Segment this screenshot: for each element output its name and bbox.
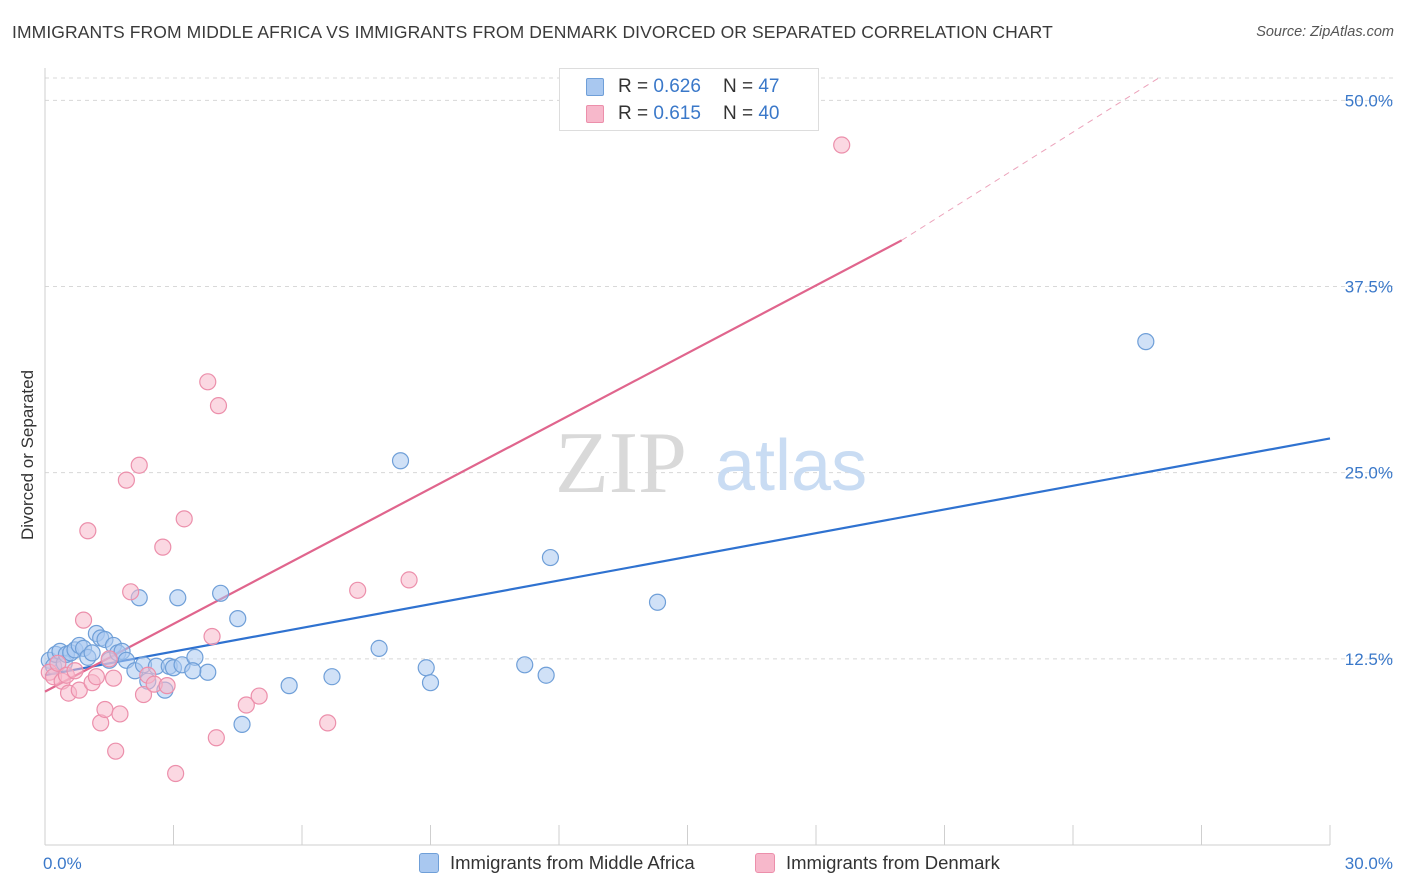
legend-item-middle-africa[interactable]: Immigrants from Middle Africa xyxy=(419,852,695,874)
trend-line-denmark xyxy=(44,239,903,693)
axes xyxy=(44,68,1331,846)
point-denmark xyxy=(100,650,118,668)
legend-item-denmark[interactable]: Immigrants from Denmark xyxy=(755,852,1000,874)
point-denmark xyxy=(70,681,88,699)
stats-legend: R = 0.626 N = 47 R = 0.615 N = 40 xyxy=(559,68,819,131)
point-denmark xyxy=(207,729,225,747)
trend-line-middle-africa xyxy=(44,437,1331,677)
point-denmark xyxy=(400,571,418,589)
watermark-zip: ZIP xyxy=(555,415,687,512)
legend-r-value: 0.615 xyxy=(653,103,701,124)
point-middle-africa xyxy=(184,662,202,680)
point-middle-africa xyxy=(516,656,534,674)
point-denmark xyxy=(349,581,367,599)
point-denmark xyxy=(122,583,140,601)
point-denmark xyxy=(104,669,123,687)
point-denmark xyxy=(154,538,172,556)
legend-swatch-blue xyxy=(586,78,604,96)
legend-n-label: N = xyxy=(722,103,754,124)
legend-row-middle-africa: R = 0.626 N = 47 xyxy=(586,76,779,98)
legend-n-value: 40 xyxy=(758,103,780,124)
point-middle-africa xyxy=(199,663,217,681)
trend-line-denmark xyxy=(901,77,1159,241)
point-middle-africa xyxy=(233,715,251,733)
point-middle-africa xyxy=(280,677,298,695)
point-denmark xyxy=(117,471,135,489)
legend-n-label: N = xyxy=(722,76,754,97)
point-denmark xyxy=(96,700,114,719)
legend-swatch-blue xyxy=(419,853,439,873)
legend-n-value: 47 xyxy=(758,76,780,97)
point-denmark xyxy=(199,373,217,391)
point-middle-africa xyxy=(212,584,230,602)
point-denmark xyxy=(74,611,93,629)
point-denmark xyxy=(134,685,153,704)
legend-label-denmark: Immigrants from Denmark xyxy=(786,852,1000,873)
point-middle-africa xyxy=(1137,333,1155,351)
y-tick-label: 37.5% xyxy=(1345,278,1393,297)
point-middle-africa xyxy=(169,589,187,607)
point-denmark xyxy=(209,397,228,415)
y-tick-label: 12.5% xyxy=(1345,650,1393,669)
point-denmark xyxy=(107,742,125,760)
point-denmark xyxy=(130,456,148,474)
point-denmark xyxy=(111,705,129,723)
point-denmark xyxy=(66,662,84,680)
point-denmark xyxy=(319,714,337,732)
point-middle-africa xyxy=(537,666,555,684)
point-middle-africa xyxy=(83,644,101,662)
point-denmark xyxy=(87,668,106,686)
legend-swatch-pink xyxy=(755,853,775,873)
point-denmark xyxy=(158,677,176,695)
point-denmark xyxy=(49,654,67,672)
point-middle-africa xyxy=(421,674,440,692)
x-tick-label: 30.0% xyxy=(1345,854,1393,873)
legend-swatch-pink xyxy=(586,105,604,123)
point-middle-africa xyxy=(323,668,341,686)
tick-labels: 12.5% 25.0% 37.5% 50.0% 0.0% 30.0% xyxy=(43,91,1393,873)
y-tick-label: 50.0% xyxy=(1345,91,1393,110)
legend-label-middle-africa: Immigrants from Middle Africa xyxy=(450,852,695,873)
legend-r-label: R = xyxy=(618,76,649,97)
watermark-atlas: atlas xyxy=(715,426,867,506)
point-denmark xyxy=(167,764,185,783)
legend-row-denmark: R = 0.615 N = 40 xyxy=(586,103,779,125)
point-middle-africa xyxy=(648,593,667,611)
point-denmark xyxy=(203,627,221,646)
data-points xyxy=(40,136,1155,783)
y-axis-label: Divorced or Separated xyxy=(18,370,37,540)
point-middle-africa xyxy=(391,452,410,470)
trend-lines xyxy=(44,77,1331,693)
point-denmark xyxy=(79,522,97,540)
chart-title: IMMIGRANTS FROM MIDDLE AFRICA VS IMMIGRA… xyxy=(12,22,1053,42)
y-tick-label: 25.0% xyxy=(1345,464,1393,483)
point-denmark xyxy=(250,687,268,705)
point-middle-africa xyxy=(370,639,388,658)
watermark: ZIP atlas xyxy=(555,415,867,512)
point-middle-africa xyxy=(541,548,560,567)
point-denmark xyxy=(237,696,255,714)
legend-r-label: R = xyxy=(618,103,649,124)
point-middle-africa xyxy=(417,659,435,677)
series-legend: Immigrants from Middle Africa Immigrants… xyxy=(0,852,1406,876)
legend-r-value: 0.626 xyxy=(653,76,701,97)
x-tick-label: 0.0% xyxy=(43,854,82,873)
source-label: Source: ZipAtlas.com xyxy=(1256,24,1394,40)
gridlines xyxy=(45,77,1394,660)
point-middle-africa xyxy=(229,610,247,628)
point-denmark xyxy=(175,510,193,528)
point-denmark xyxy=(833,136,851,154)
